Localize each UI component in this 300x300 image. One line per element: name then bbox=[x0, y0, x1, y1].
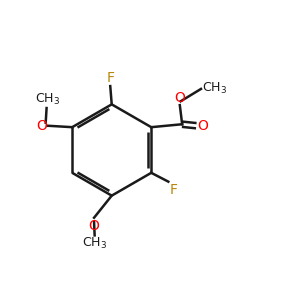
Text: O: O bbox=[174, 91, 185, 104]
Text: CH$_3$: CH$_3$ bbox=[35, 92, 61, 107]
Text: F: F bbox=[106, 71, 114, 85]
Text: CH$_3$: CH$_3$ bbox=[82, 236, 107, 251]
Text: O: O bbox=[36, 119, 47, 133]
Text: O: O bbox=[197, 119, 208, 133]
Text: F: F bbox=[169, 182, 177, 197]
Text: O: O bbox=[88, 219, 99, 232]
Text: CH$_3$: CH$_3$ bbox=[202, 81, 228, 97]
